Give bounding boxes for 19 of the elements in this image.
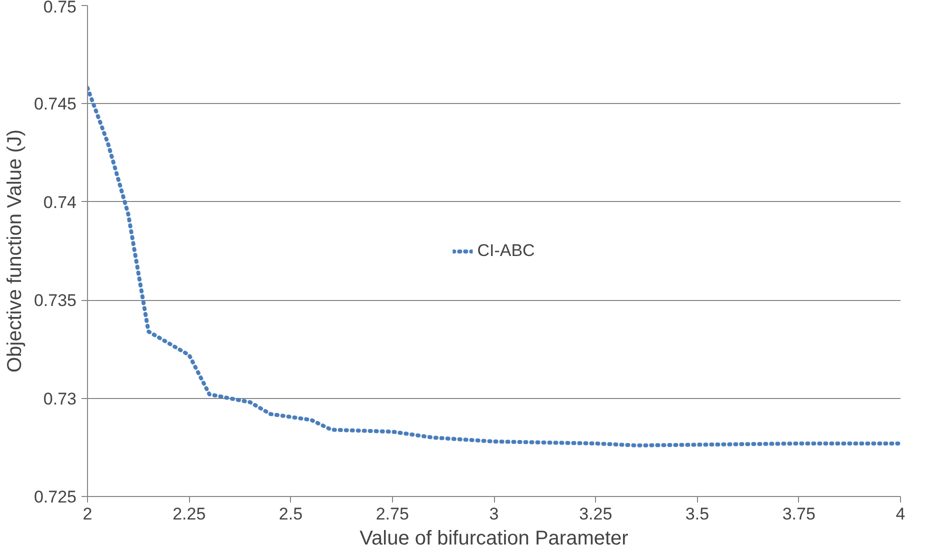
x-tick-label: 3 (489, 504, 499, 524)
y-tick-label: 0.725 (34, 488, 77, 506)
x-tick-label: 2 (82, 504, 92, 524)
x-axis-title: Value of bifurcation Parameter (360, 528, 629, 550)
x-tick-label: 2.25 (172, 504, 206, 524)
y-tick-label: 0.74 (43, 192, 77, 212)
y-tick-label: 0.745 (34, 94, 77, 114)
y-tick-label: 0.735 (34, 291, 77, 310)
x-tick-label: 2.75 (376, 504, 409, 524)
x-tick-label: 3.75 (782, 504, 816, 524)
x-tick-label: 2.5 (278, 504, 303, 524)
x-tick-label: 4 (896, 504, 906, 524)
legend-label: CI-ABC (477, 240, 535, 260)
line-series (88, 86, 900, 448)
y-tick-label: 0.75 (43, 0, 77, 16)
x-tick-label: 3.25 (579, 504, 612, 524)
x-tick-label: 3.5 (685, 504, 710, 524)
y-axis-title: Objective function Value (J) (4, 129, 26, 373)
y-tick-label: 0.73 (43, 389, 77, 408)
